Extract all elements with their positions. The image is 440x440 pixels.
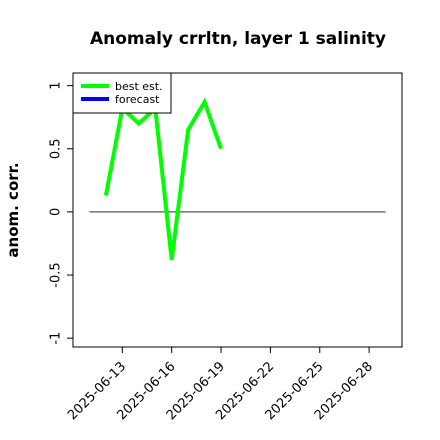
plot-frame xyxy=(72,72,403,348)
y-tick-label: 0.5 xyxy=(49,138,64,159)
y-tick-label: 0 xyxy=(49,208,64,216)
legend-box xyxy=(72,72,172,114)
y-tick-label: 1 xyxy=(49,81,64,89)
legend-label: forecast xyxy=(115,93,160,106)
series-line xyxy=(103,97,223,261)
legend-label: best est. xyxy=(115,80,163,93)
y-tick-label: -0.5 xyxy=(49,262,64,287)
chart-title: Anomaly crrltn, layer 1 salinity xyxy=(90,29,386,49)
y-tick-label: -1 xyxy=(49,332,64,345)
y-axis-label: anom. corr. xyxy=(4,162,22,257)
